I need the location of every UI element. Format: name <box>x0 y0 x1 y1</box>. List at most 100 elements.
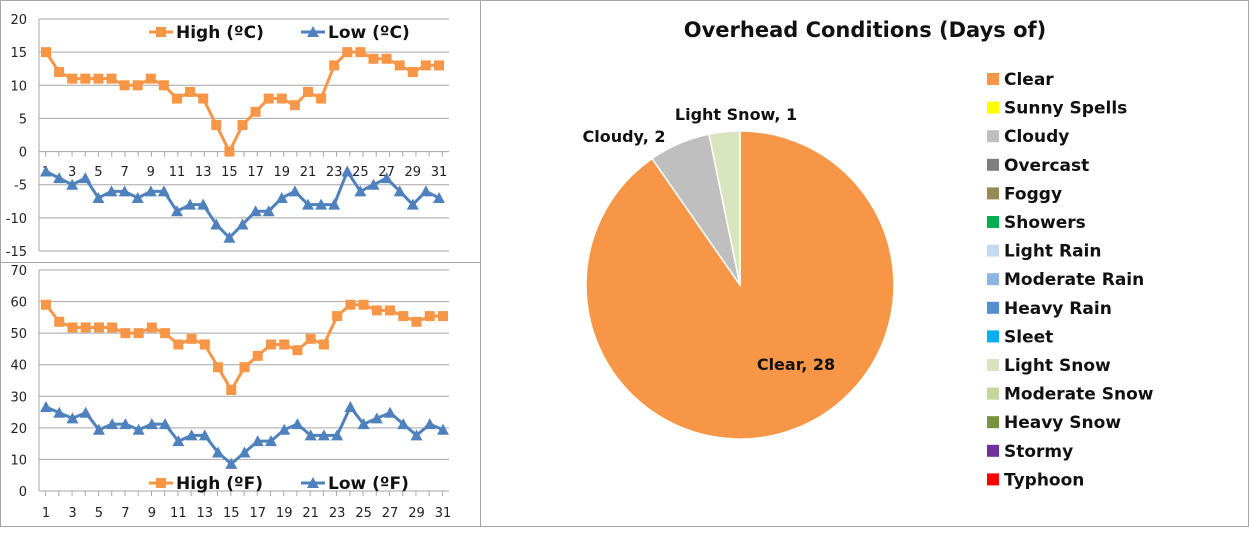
data-point <box>304 429 317 441</box>
data-point <box>423 418 436 430</box>
data-point <box>173 339 184 350</box>
y-tick-label: 10 <box>10 79 27 94</box>
data-point <box>132 80 143 91</box>
y-tick-label: 0 <box>19 485 27 500</box>
data-point <box>67 73 78 84</box>
data-point <box>397 418 410 430</box>
data-point <box>92 423 105 435</box>
data-point <box>249 205 262 217</box>
x-tick-label: 11 <box>169 165 186 180</box>
y-tick-label: 20 <box>10 422 27 437</box>
legend-label: Light Snow <box>1004 356 1111 376</box>
x-tick-label: 17 <box>247 165 264 180</box>
y-tick-label: 15 <box>10 46 27 61</box>
data-point <box>289 100 300 111</box>
legend-label: High (ºF) <box>176 474 263 494</box>
data-point <box>384 406 397 418</box>
data-point <box>358 299 369 310</box>
data-point <box>316 93 327 104</box>
legend-label: Low (ºF) <box>328 474 409 494</box>
data-point <box>225 457 238 469</box>
data-point <box>54 316 65 327</box>
x-tick-label: 1 <box>42 506 50 521</box>
legend-label: Sunny Spells <box>1004 99 1127 119</box>
data-point <box>407 67 418 78</box>
data-point <box>105 185 118 197</box>
series-line <box>44 303 443 393</box>
overhead-conditions-pie-chart: Overhead Conditions (Days of) Clear, 28 Cl… <box>582 18 1153 490</box>
x-tick-label: 13 <box>195 165 212 180</box>
data-point <box>157 185 170 197</box>
data-point <box>93 322 104 333</box>
x-tick-label: 3 <box>68 506 76 521</box>
data-point <box>213 362 224 373</box>
data-point <box>328 198 341 210</box>
data-point <box>434 60 444 71</box>
data-point <box>119 418 132 430</box>
data-point <box>118 185 131 197</box>
data-point <box>146 322 157 333</box>
legend-label: Stormy <box>1004 442 1073 462</box>
data-label: Cloudy, 2 <box>582 127 665 146</box>
data-point <box>302 198 314 210</box>
data-point <box>185 86 196 97</box>
legend-swatch <box>987 244 999 257</box>
legend-label: Moderate Rain <box>1004 270 1144 290</box>
legend-swatch <box>987 187 999 200</box>
data-point <box>344 401 357 413</box>
y-tick-label: -5 <box>14 179 27 194</box>
data-point <box>345 299 356 310</box>
data-point <box>144 185 157 197</box>
x-tick-label: 9 <box>147 165 155 180</box>
legend-label: Foggy <box>1004 184 1062 204</box>
data-label: Clear, 28 <box>757 355 835 374</box>
data-point <box>251 435 264 447</box>
y-tick-label: 30 <box>10 390 27 405</box>
data-point <box>198 429 211 441</box>
data-point <box>106 73 117 84</box>
x-tick-label: 21 <box>300 165 317 180</box>
data-point <box>172 93 182 104</box>
data-point <box>276 93 287 104</box>
data-point <box>132 423 145 435</box>
legend-label: Typhoon <box>1004 470 1084 490</box>
data-point <box>79 406 92 418</box>
data-point <box>380 172 393 184</box>
data-point <box>210 218 223 230</box>
data-point <box>278 423 291 435</box>
data-point <box>331 429 344 441</box>
data-point <box>332 311 343 322</box>
y-tick-label: 10 <box>10 453 27 468</box>
x-tick-label: 31 <box>431 165 448 180</box>
pie-chart-panel: Overhead Conditions (Days of) Clear, 28 Cl… <box>480 0 1249 527</box>
data-point <box>291 418 304 430</box>
x-tick-label: 9 <box>148 506 156 521</box>
legend-marker <box>156 478 166 488</box>
data-point <box>40 401 52 413</box>
data-point <box>318 339 329 350</box>
data-point <box>303 86 313 97</box>
data-point <box>199 339 210 350</box>
data-point <box>367 178 380 190</box>
data-label: Light Snow, 1 <box>675 105 797 124</box>
legend-swatch <box>987 473 999 486</box>
data-point <box>224 146 235 157</box>
data-point <box>92 191 105 203</box>
y-tick-label: -15 <box>6 245 27 260</box>
data-point <box>145 418 158 430</box>
data-point <box>329 60 340 71</box>
data-point <box>106 418 119 430</box>
x-tick-label: 17 <box>249 506 266 521</box>
x-tick-label: 23 <box>329 506 346 521</box>
legend-label: Showers <box>1004 213 1086 233</box>
x-tick-label: 27 <box>382 506 399 521</box>
x-tick-label: 19 <box>274 165 291 180</box>
legend-swatch <box>987 73 999 85</box>
data-point <box>159 418 172 430</box>
data-point <box>197 198 210 210</box>
data-point <box>198 93 209 104</box>
legend-label: High (ºC) <box>176 23 264 43</box>
data-point <box>292 345 303 356</box>
data-point <box>341 165 354 177</box>
data-point <box>342 47 353 58</box>
